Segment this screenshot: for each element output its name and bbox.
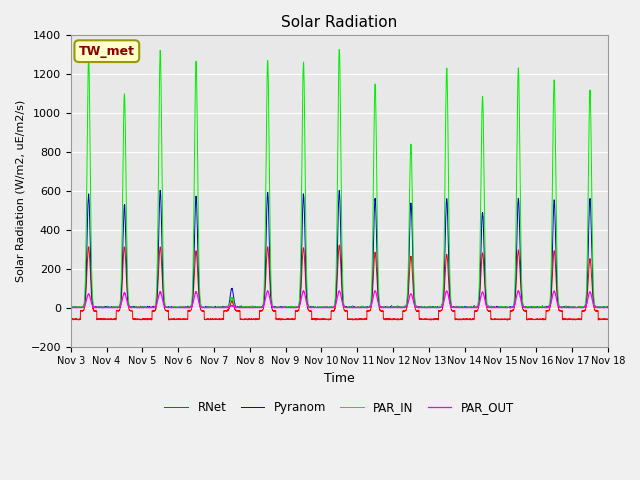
X-axis label: Time: Time: [324, 372, 355, 385]
PAR_OUT: [550, 288, 558, 294]
Text: TW_met: TW_met: [79, 45, 135, 58]
PAR_OUT: [67, 305, 75, 311]
Pyranom: [553, 283, 561, 288]
PAR_OUT: [392, 305, 399, 311]
RNet: [392, 316, 399, 322]
RNet: [67, 316, 75, 322]
Pyranom: [401, 303, 409, 309]
RNet: [335, 242, 343, 248]
Pyranom: [604, 305, 612, 311]
RNet: [182, 316, 189, 322]
RNet: [604, 316, 611, 322]
Y-axis label: Solar Radiation (W/m2, uE/m2/s): Solar Radiation (W/m2, uE/m2/s): [15, 100, 25, 282]
PAR_IN: [67, 305, 75, 311]
Pyranom: [217, 305, 225, 311]
PAR_OUT: [182, 305, 190, 311]
Legend: RNet, Pyranom, PAR_IN, PAR_OUT: RNet, Pyranom, PAR_IN, PAR_OUT: [160, 396, 519, 419]
PAR_IN: [604, 304, 611, 310]
PAR_IN: [604, 305, 612, 311]
Pyranom: [182, 305, 190, 311]
Line: PAR_IN: PAR_IN: [71, 49, 608, 308]
Pyranom: [604, 305, 611, 311]
PAR_OUT: [604, 305, 612, 311]
Line: RNet: RNet: [71, 245, 608, 320]
RNet: [604, 316, 612, 322]
RNet: [217, 316, 225, 322]
Pyranom: [392, 304, 399, 310]
RNet: [401, 308, 409, 314]
PAR_OUT: [217, 305, 225, 311]
PAR_IN: [335, 47, 343, 52]
PAR_IN: [401, 304, 409, 310]
RNet: [553, 294, 561, 300]
PAR_IN: [67, 304, 75, 310]
PAR_IN: [392, 305, 399, 311]
Pyranom: [67, 305, 75, 311]
PAR_IN: [553, 263, 561, 269]
PAR_IN: [217, 305, 225, 311]
RNet: [504, 317, 511, 323]
PAR_OUT: [604, 305, 611, 311]
PAR_OUT: [67, 304, 75, 310]
Line: PAR_OUT: PAR_OUT: [71, 291, 608, 308]
PAR_OUT: [401, 305, 409, 311]
Pyranom: [156, 188, 164, 193]
Line: Pyranom: Pyranom: [71, 191, 608, 308]
PAR_OUT: [553, 299, 561, 305]
Title: Solar Radiation: Solar Radiation: [281, 15, 397, 30]
PAR_IN: [182, 305, 190, 311]
